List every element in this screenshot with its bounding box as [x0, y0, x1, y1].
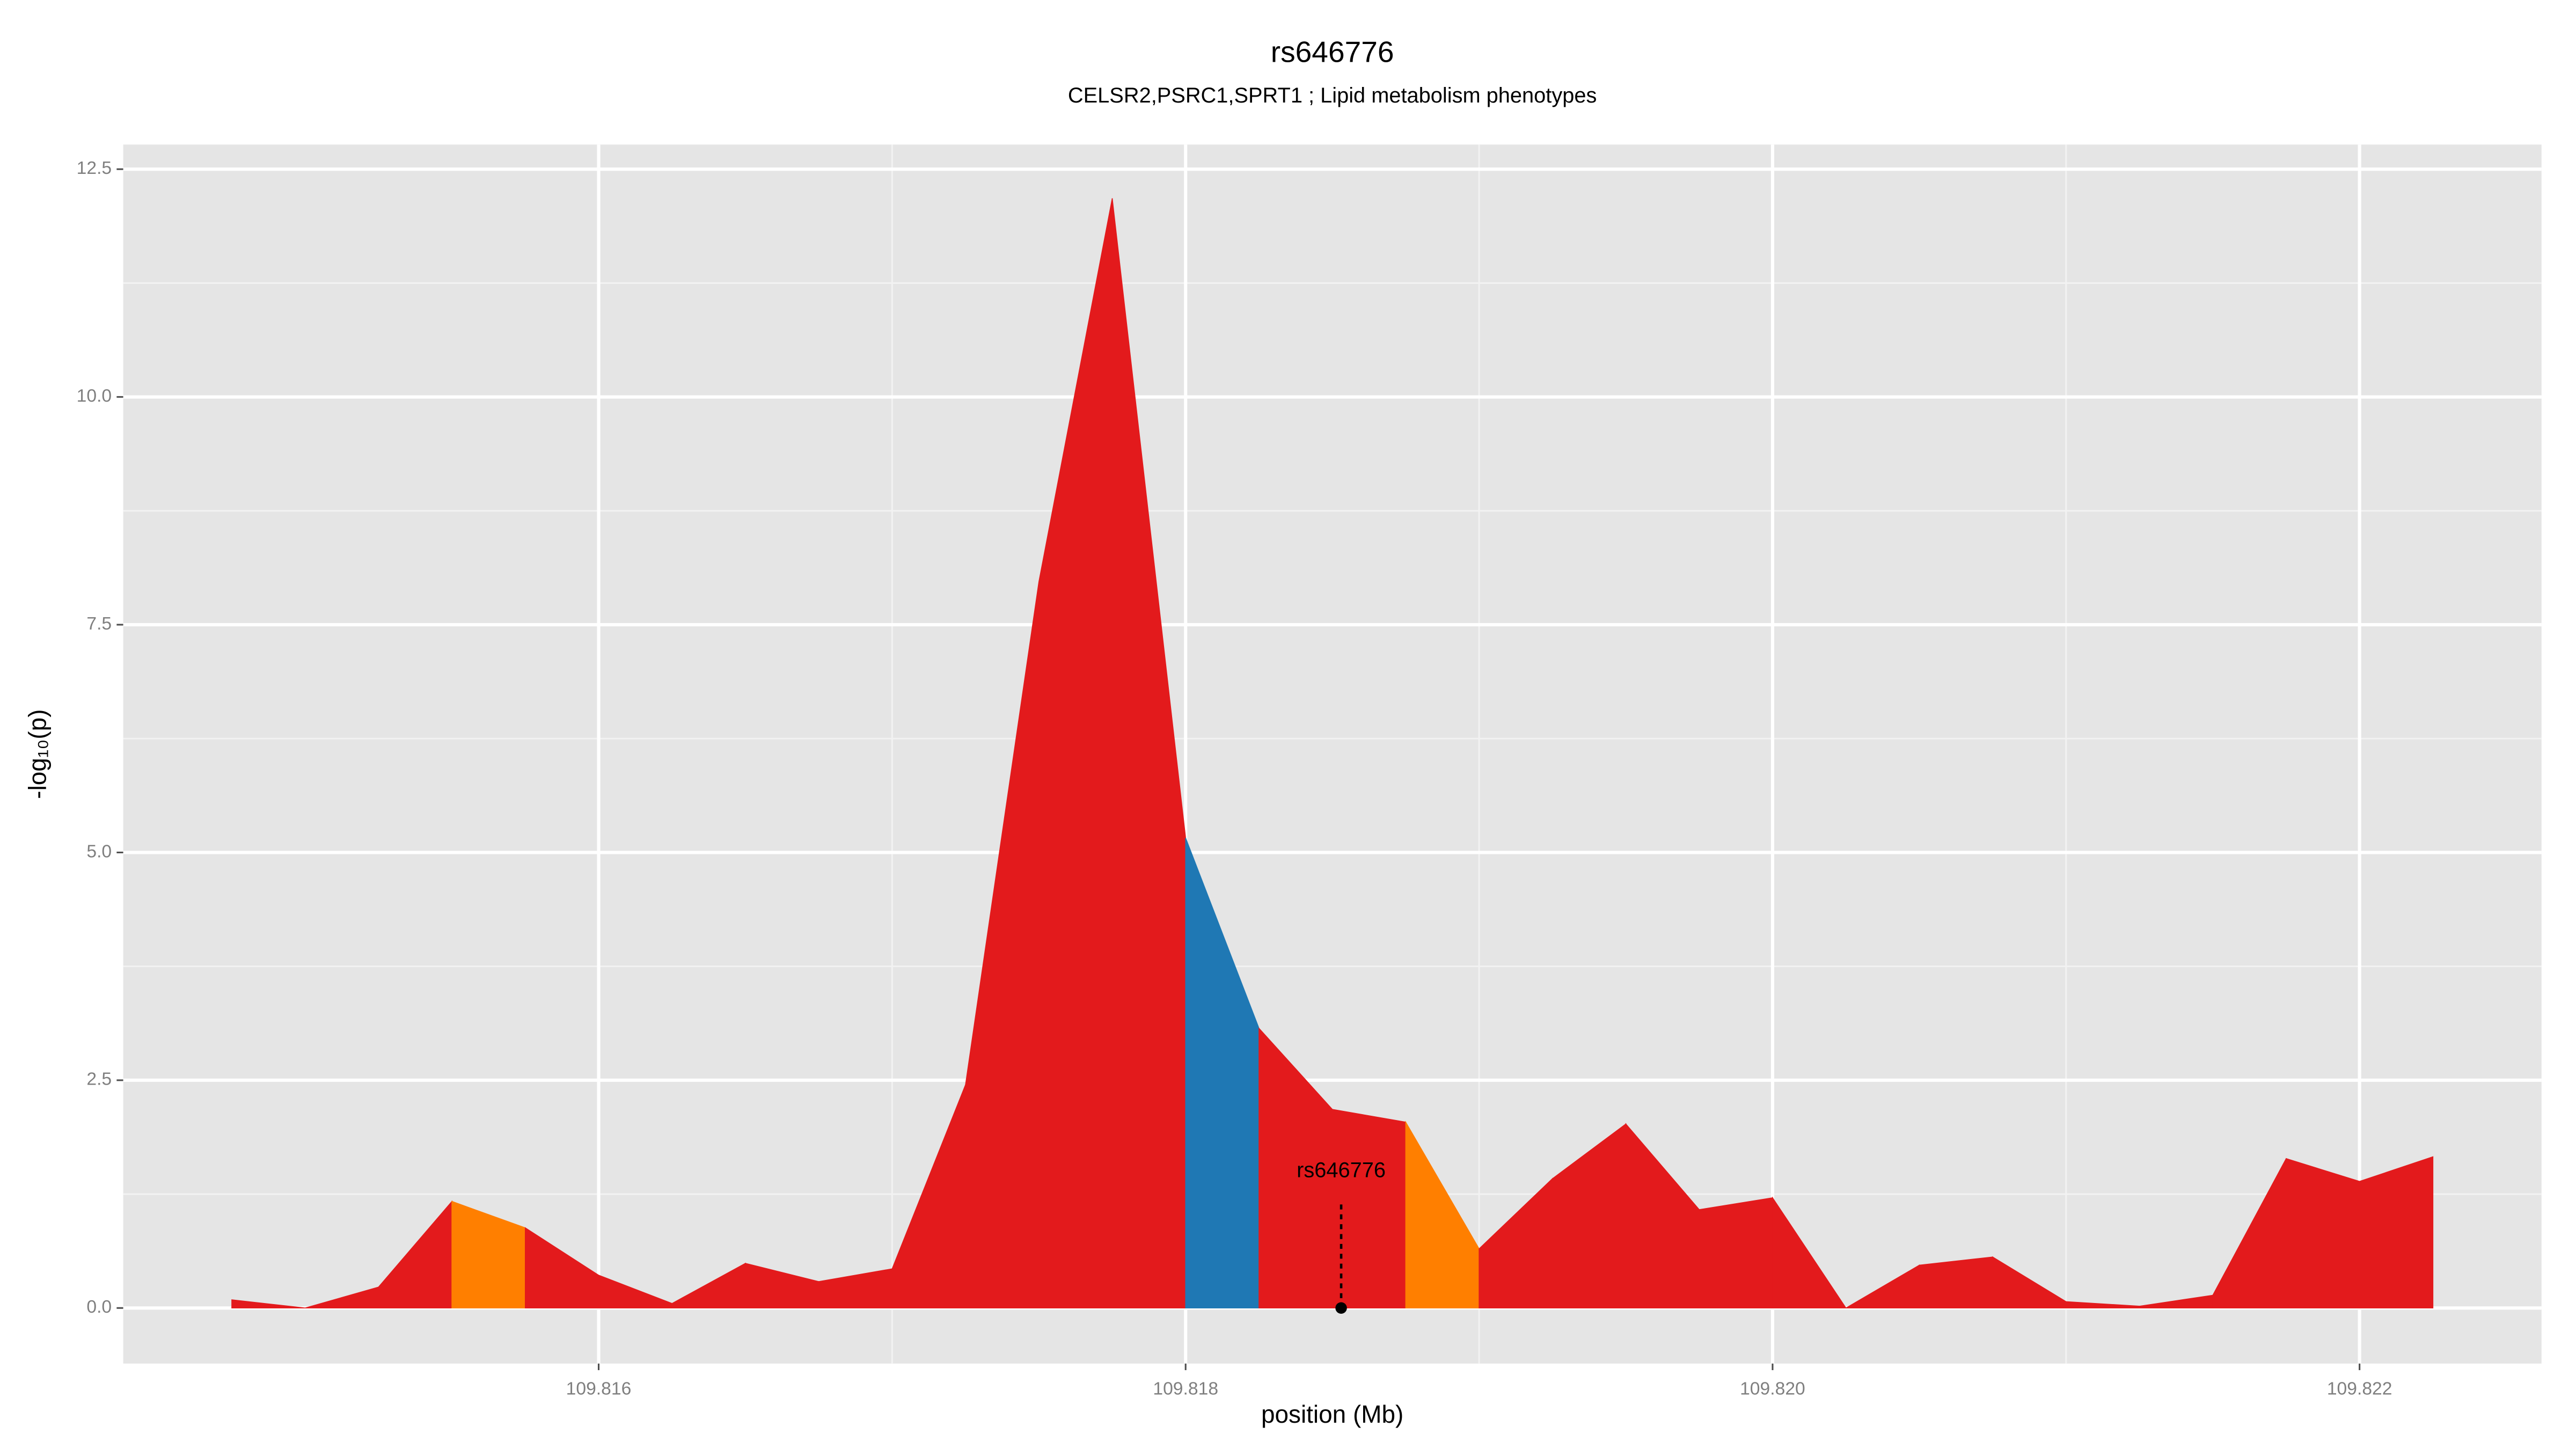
- y-tick-label: 7.5: [86, 614, 112, 634]
- y-tick-label: 10.0: [77, 386, 112, 406]
- area-segment: [1772, 1196, 1847, 1309]
- x-tick-label: 109.822: [2327, 1379, 2392, 1399]
- y-tick-label: 12.5: [77, 158, 112, 178]
- y-tick-label: 2.5: [86, 1070, 112, 1089]
- x-tick-label: 109.816: [566, 1379, 632, 1399]
- x-axis-label: position (Mb): [1261, 1400, 1403, 1428]
- x-tick-label: 109.818: [1153, 1379, 1218, 1399]
- y-axis-label: -log₁₀(p): [24, 709, 52, 799]
- area-segment: [2359, 1156, 2434, 1309]
- annotation-point: [1335, 1302, 1347, 1314]
- chart-title: rs646776: [1271, 35, 1394, 69]
- area-segment: [231, 1299, 305, 1309]
- area-segment: [1331, 1109, 1407, 1309]
- chart-subtitle: CELSR2,PSRC1,SPRT1 ; Lipid metabolism ph…: [1068, 84, 1597, 107]
- y-tick-label: 5.0: [86, 841, 112, 861]
- annotation-label: rs646776: [1297, 1159, 1386, 1182]
- area-segment: [2286, 1158, 2360, 1309]
- x-tick-label: 109.820: [1740, 1379, 1805, 1399]
- y-tick-label: 0.0: [86, 1297, 112, 1317]
- area-segment: [1699, 1197, 1773, 1309]
- area-segment: [1919, 1256, 1993, 1309]
